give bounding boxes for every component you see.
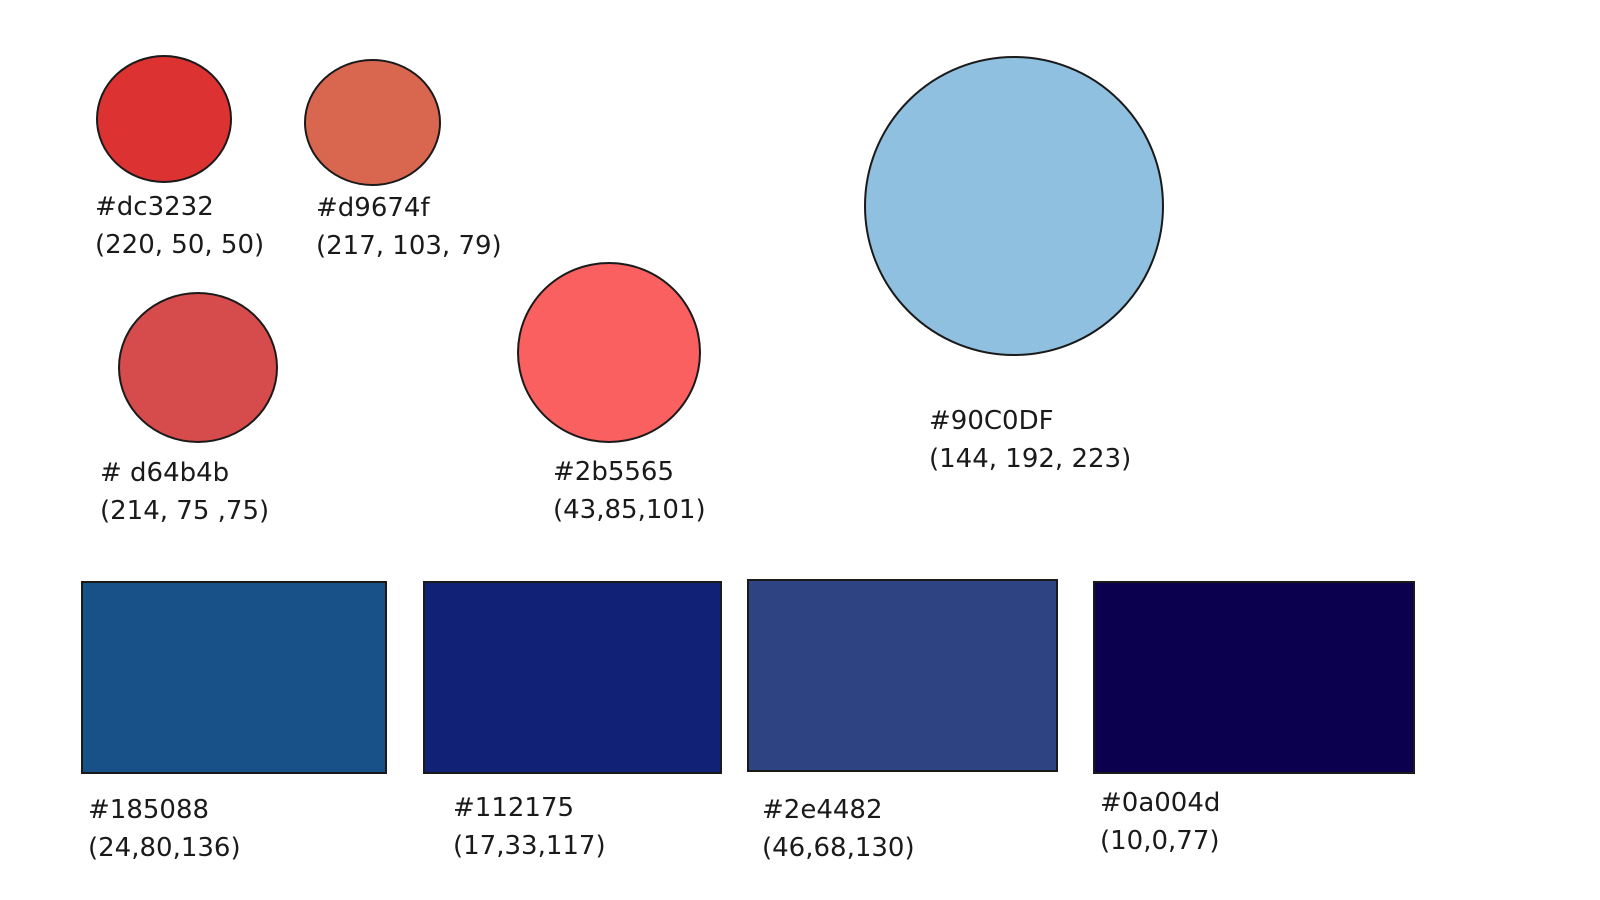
swatch-hex: #0a004d [1100,788,1221,818]
swatch-d9674f [304,59,441,186]
swatch-label-90c0df: #90C0DF (144, 192, 223) [929,402,1131,478]
swatch-label-112175: #112175 (17,33,117) [453,789,606,865]
swatch-0a004d [1093,581,1415,774]
swatch-rgb: (217, 103, 79) [316,231,502,261]
swatch-hex: # d64b4b [100,458,230,488]
swatch-rgb: (46,68,130) [762,833,915,863]
swatch-label-dc3232: #dc3232 (220, 50, 50) [95,188,264,264]
swatch-rgb: (17,33,117) [453,831,606,861]
swatch-d64b4b [118,292,278,443]
swatch-dc3232 [96,55,232,183]
swatch-hex: #185088 [88,795,210,825]
swatch-label-185088: #185088 (24,80,136) [88,791,241,867]
swatch-label-2b5565: #2b5565 (43,85,101) [553,453,706,529]
swatch-hex: #90C0DF [929,406,1054,436]
swatch-112175 [423,581,722,774]
swatch-hex: #2b5565 [553,457,674,487]
swatch-rgb: (214, 75 ,75) [100,496,270,526]
swatch-label-0a004d: #0a004d (10,0,77) [1100,784,1220,860]
swatch-rgb: (220, 50, 50) [95,230,265,260]
swatch-hex: #2e4482 [762,795,883,825]
swatch-90c0df [864,56,1164,356]
swatch-hex: #dc3232 [95,192,214,222]
swatch-185088 [81,581,387,774]
swatch-rgb: (43,85,101) [553,495,706,525]
swatch-rgb: (24,80,136) [88,833,241,863]
swatch-label-d9674f: #d9674f (217, 103, 79) [316,189,502,265]
swatch-hex: #112175 [453,793,575,823]
swatch-label-d64b4b: # d64b4b (214, 75 ,75) [100,454,269,530]
swatch-rgb: (10,0,77) [1100,826,1220,856]
swatch-2b5565 [517,262,701,443]
swatch-rgb: (144, 192, 223) [929,444,1132,474]
swatch-label-2e4482: #2e4482 (46,68,130) [762,791,915,867]
swatch-hex: #d9674f [316,193,430,223]
swatch-2e4482 [747,579,1058,772]
